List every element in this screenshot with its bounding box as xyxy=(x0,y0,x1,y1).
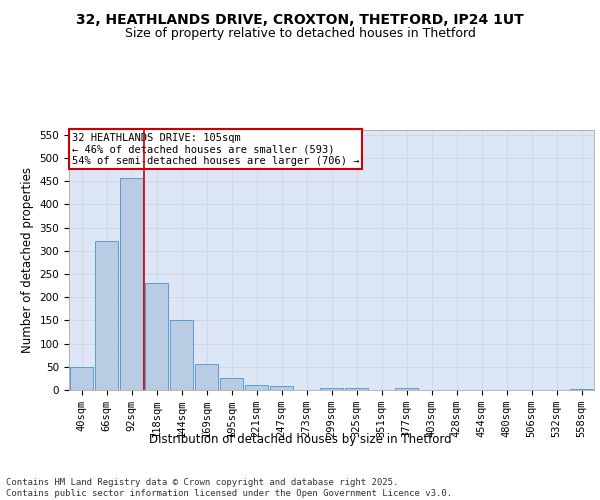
Bar xyxy=(95,242,118,390)
Bar xyxy=(570,388,593,390)
Bar xyxy=(220,378,243,390)
Y-axis label: Number of detached properties: Number of detached properties xyxy=(21,167,34,353)
Text: Distribution of detached houses by size in Thetford: Distribution of detached houses by size … xyxy=(149,432,451,446)
Bar xyxy=(120,178,143,390)
Bar xyxy=(245,386,268,390)
Text: 32, HEATHLANDS DRIVE, CROXTON, THETFORD, IP24 1UT: 32, HEATHLANDS DRIVE, CROXTON, THETFORD,… xyxy=(76,12,524,26)
Bar xyxy=(320,388,343,390)
Bar xyxy=(145,283,168,390)
Text: 32 HEATHLANDS DRIVE: 105sqm
← 46% of detached houses are smaller (593)
54% of se: 32 HEATHLANDS DRIVE: 105sqm ← 46% of det… xyxy=(71,132,359,166)
Text: Contains HM Land Registry data © Crown copyright and database right 2025.
Contai: Contains HM Land Registry data © Crown c… xyxy=(6,478,452,498)
Bar xyxy=(195,364,218,390)
Bar xyxy=(170,320,193,390)
Bar xyxy=(395,388,418,390)
Bar xyxy=(345,388,368,390)
Bar xyxy=(70,367,93,390)
Bar xyxy=(270,386,293,390)
Text: Size of property relative to detached houses in Thetford: Size of property relative to detached ho… xyxy=(125,28,475,40)
